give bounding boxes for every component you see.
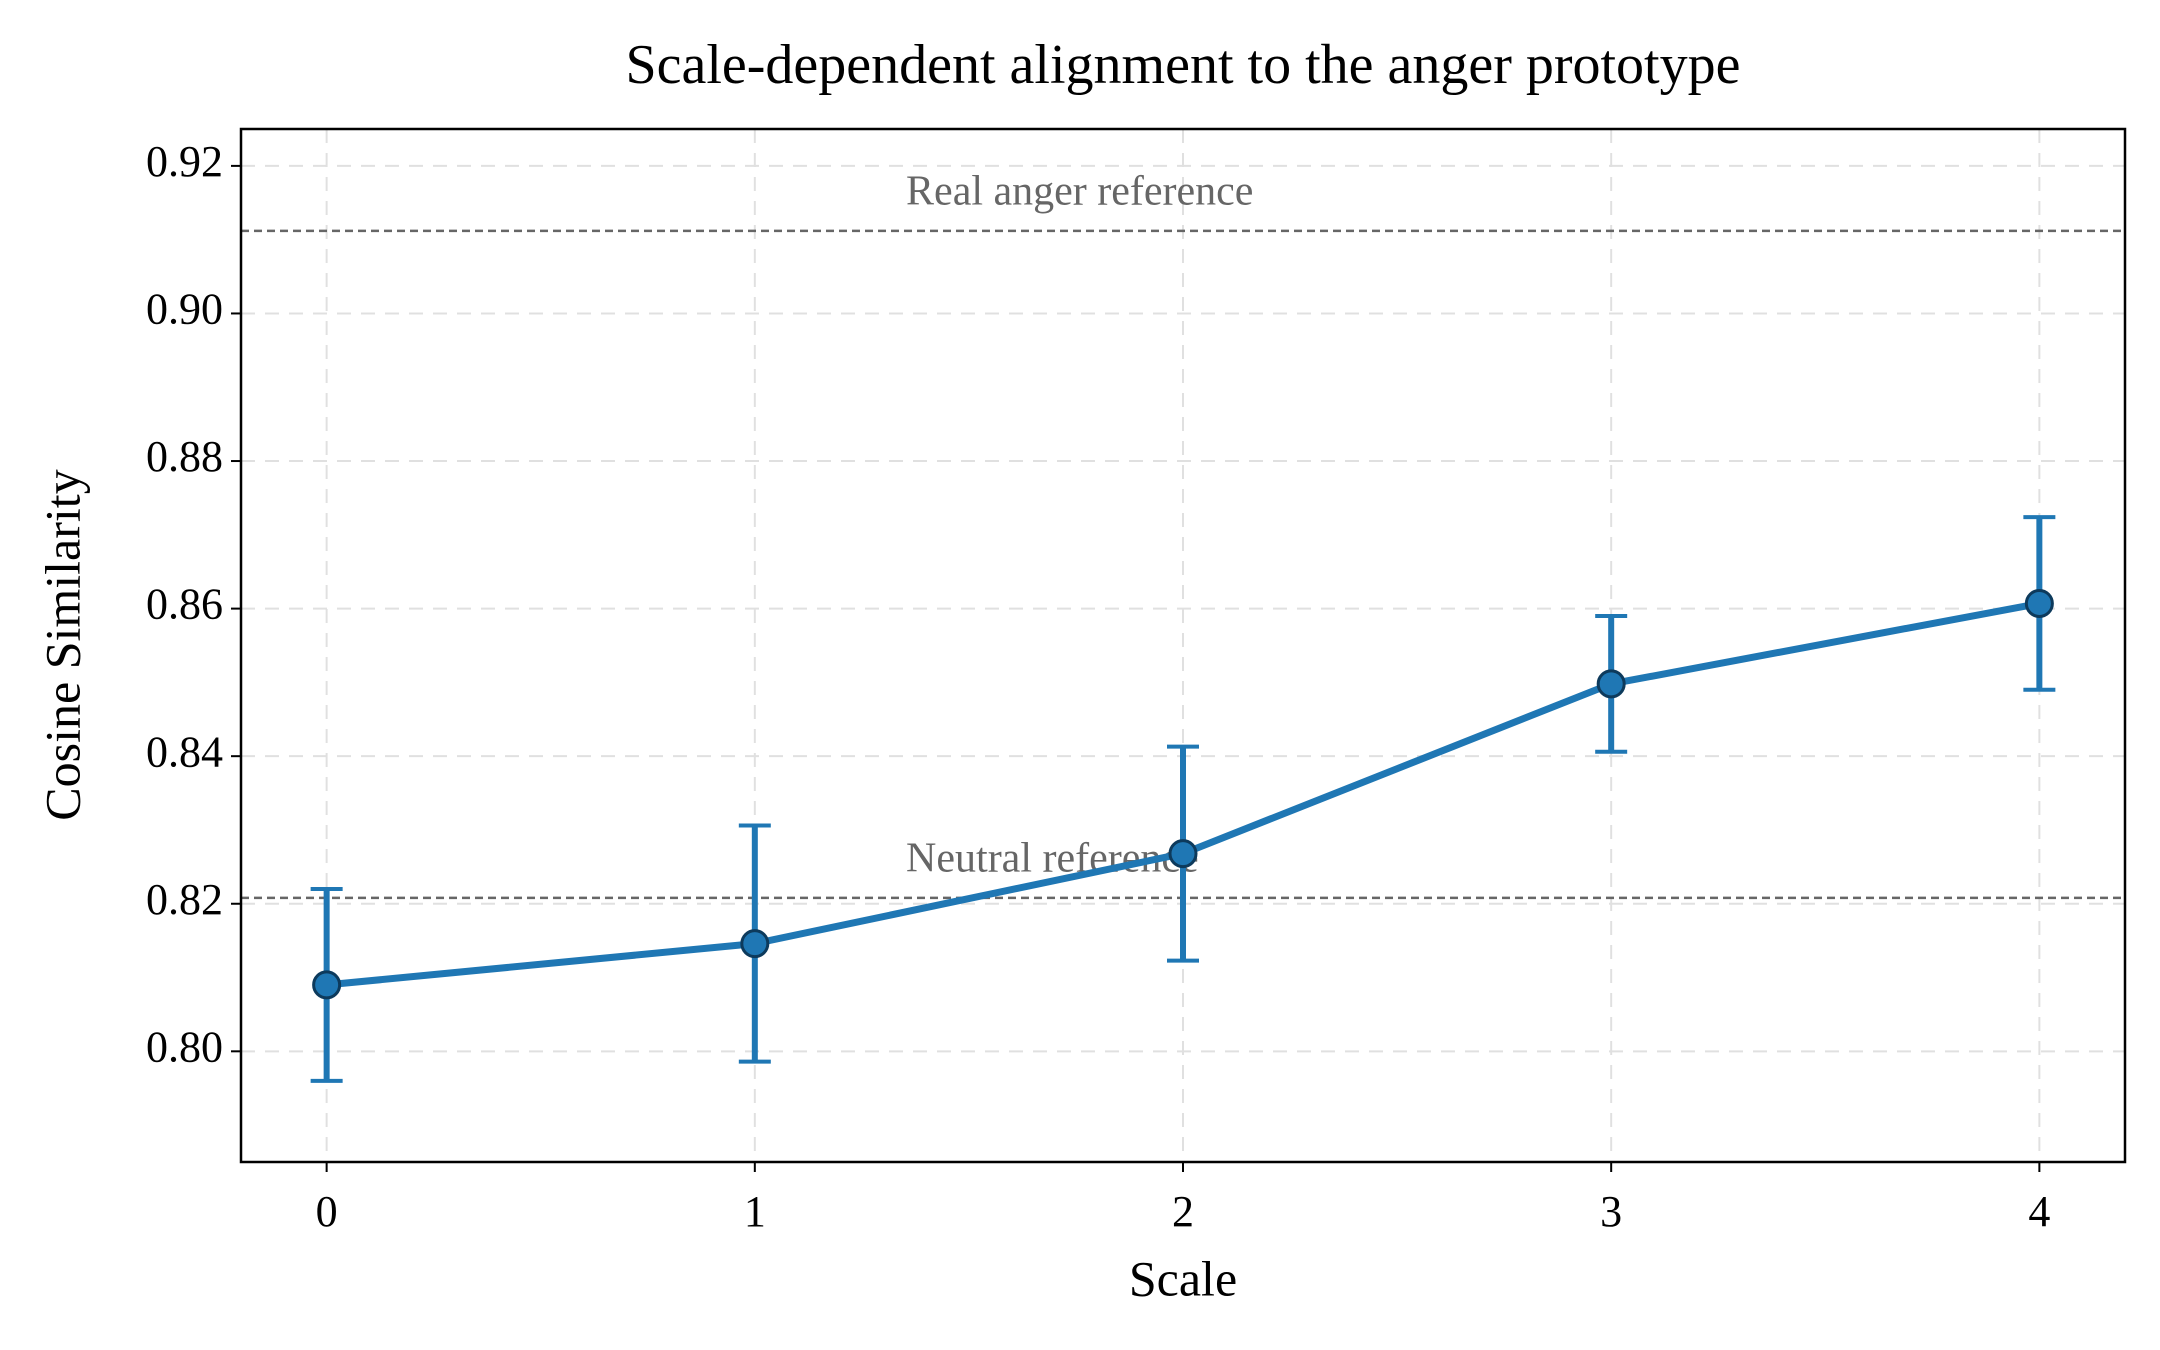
x-tick-label: 3 (1600, 1187, 1622, 1236)
x-tick-label: 2 (1172, 1187, 1194, 1236)
y-tick-label: 0.90 (146, 285, 223, 334)
x-axis-label: Scale (1129, 1250, 1237, 1306)
y-axis-label: Cosine Similarity (34, 469, 90, 820)
data-point (1168, 839, 1198, 869)
data-point (1596, 669, 1626, 699)
chart-title: Scale-dependent alignment to the anger p… (626, 34, 1741, 96)
y-tick-label: 0.92 (146, 137, 223, 186)
y-tick-label: 0.88 (146, 432, 223, 481)
data-point (2024, 588, 2054, 618)
reference-label: Real anger reference (906, 168, 1253, 214)
y-tick-label: 0.84 (146, 727, 223, 776)
data-point (740, 929, 770, 959)
x-tick-label: 1 (744, 1187, 766, 1236)
y-tick-label: 0.82 (146, 875, 223, 924)
plot-frame (239, 127, 2127, 1164)
x-tick-label: 4 (2028, 1187, 2050, 1236)
data-point (312, 970, 342, 1000)
y-tick-label: 0.86 (146, 580, 223, 629)
y-tick-label: 0.80 (146, 1022, 223, 1071)
x-tick-label: 0 (316, 1187, 338, 1236)
